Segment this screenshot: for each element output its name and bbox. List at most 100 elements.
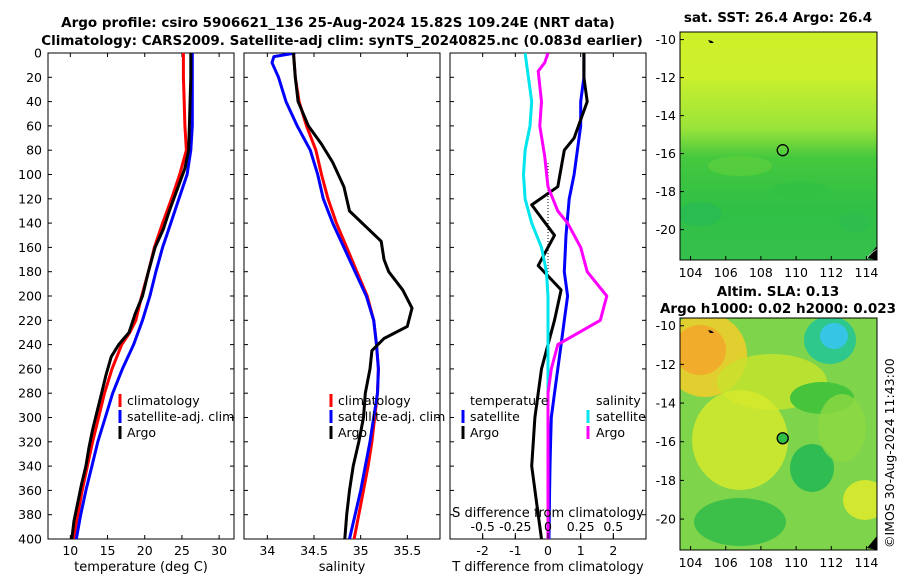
depth-tick-label: 120 [18,191,42,206]
salinity-plot-frame [243,52,441,540]
sla-moderate-patch [692,390,788,490]
lat-tick-label: -12 [656,70,676,85]
t-difference-axis-ticks: -2 -1 0 1 2 [476,53,617,558]
sla-map-panel: Altim. SLA: 0.13 Argo h1000: 0.02 h2000:… [656,284,896,570]
x-tick-label: 35.5 [393,543,421,558]
lat-tick-label: -20 [656,512,676,527]
series-line-s-satellite [522,53,550,539]
sst-map-field [680,32,877,260]
series-line-argo [70,53,193,539]
copyright-timestamp: ©IMOS 30-Aug-2024 11:43:00 [882,358,897,548]
lat-tick-label: -20 [656,222,676,237]
depth-tick-label: 160 [18,240,42,255]
x-tick-label: 34.5 [300,543,328,558]
sst-cool-patch [839,212,871,232]
series-line-satellite-adj-clim [270,53,380,539]
depth-tick-label: 200 [18,289,42,304]
sla-moderate-patch [843,480,877,520]
salinity-lines [270,53,414,539]
depth-tick-label: 60 [26,118,42,133]
sst-map-title: sat. SST: 26.4 Argo: 26.4 [684,10,872,26]
sst-coastline [866,248,877,259]
lon-tick-label: 108 [749,265,773,280]
lat-tick-label: -18 [656,184,676,199]
legend-heading-salinity: salinity [596,393,641,408]
lon-tick-label: 112 [819,265,843,280]
lon-tick-label: 114 [855,555,879,570]
temperature-profile-panel: 0 20 40 60 80 100 120 140 160 180 200 220 240 260 280 3… [18,46,235,575]
x-tick-label: 35 [353,543,369,558]
sla-low-patch [790,444,834,492]
sla-land-patch [867,536,877,550]
depth-tick-label: 0 [34,46,42,61]
temperature-axis-ticks: 10 15 20 25 30 [62,53,227,558]
legend-heading-temperature: temperature [470,393,549,408]
lat-tick-label: -16 [656,146,676,161]
temperature-legend: climatology satellite-adj. clim Argo [118,393,234,440]
depth-tick-label: 400 [18,532,42,547]
series-line-satellite-adj-clim [74,53,194,539]
lon-tick-label: 104 [679,555,703,570]
lon-tick-label: 106 [714,555,738,570]
x-tick-label: 0 [544,543,552,558]
series-line-s-argo [536,53,609,539]
depth-axis-ticks: 0 20 40 60 80 100 120 140 160 180 200 220 240 260 280 3… [18,46,234,547]
lon-tick-label: 112 [819,555,843,570]
x-tick-label: 25 [174,543,190,558]
sla-latitude-ticks: -10 -12 -14 -16 -18 -20 [656,318,684,527]
s-tick-label: -0.25 [499,519,531,534]
sla-island [708,330,714,333]
depth-tick-label: 260 [18,361,42,376]
sst-longitude-ticks: 104 106 108 110 112 114 [679,256,879,280]
sst-warm-band [680,40,877,80]
series-line-t-satellite [547,53,586,539]
sla-high-anomaly [680,325,726,375]
temperature-lines [70,53,194,539]
difference-profile-panel: -2 -1 0 1 2 -0.5 -0.25 0 0.25 0.5 S difference f… [449,52,647,575]
lon-tick-label: 108 [749,555,773,570]
s-tick-label: -0.5 [470,519,494,534]
difference-legend-salinity: salinity satellite Argo [586,393,646,440]
series-line-argo [292,53,414,539]
legend-label-s-satellite: satellite [596,409,646,424]
depth-tick-label: 220 [18,313,42,328]
depth-tick-label: 80 [26,143,42,158]
depth-tick-label: 380 [18,507,42,522]
depth-tick-label: 280 [18,386,42,401]
t-difference-xlabel: T difference from climatology [451,560,644,575]
argo-location-marker [776,144,789,157]
lon-tick-label: 110 [784,555,808,570]
lat-tick-label: -18 [656,473,676,488]
salinity-axis-ticks: 34 34.5 35 35.5 [259,53,421,558]
lon-tick-label: 106 [714,265,738,280]
depth-tick-label: 20 [26,70,42,85]
lon-tick-label: 104 [679,265,703,280]
s-difference-label: S difference from climatology [452,506,644,521]
figure-title-line2: Climatology: CARS2009. Satellite-adj cli… [41,33,643,49]
temperature-xlabel: temperature (deg C) [74,560,208,575]
x-tick-label: -2 [476,543,488,558]
series-line-t-argo [530,53,589,539]
legend-label-satellite: satellite-adj. clim [127,409,234,424]
difference-depth-ticks [450,52,646,540]
x-tick-label: 2 [609,543,617,558]
sst-cool-patch [770,182,830,198]
s-tick-label: 0 [544,519,552,534]
lon-tick-label: 114 [855,265,879,280]
legend-label-s-argo: Argo [596,425,625,440]
legend-label-argo: Argo [127,425,156,440]
sst-island [708,40,714,43]
x-tick-label: 34 [259,543,275,558]
x-tick-label: 30 [211,543,227,558]
lat-tick-label: -10 [656,32,676,47]
salinity-profile-panel: 34 34.5 35 35.5 salinity climatology satell… [243,52,445,575]
lat-tick-label: -14 [656,108,676,123]
legend-label-t-argo: Argo [470,425,499,440]
s-difference-ticks: -0.5 -0.25 0 0.25 0.5 [470,519,623,539]
lat-tick-label: -14 [656,396,676,411]
sst-transition-patch [708,156,772,176]
lon-tick-label: 110 [784,265,808,280]
x-tick-label: 20 [137,543,153,558]
legend-label-satellite: satellite-adj. clim [338,409,445,424]
